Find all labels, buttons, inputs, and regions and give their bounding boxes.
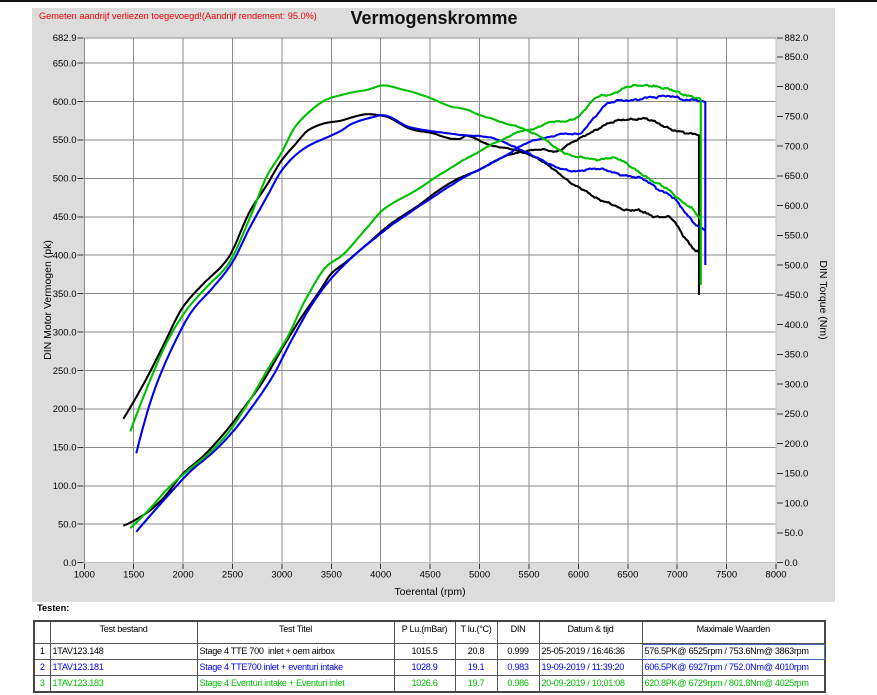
svg-text:550.0: 550.0 — [785, 231, 809, 242]
svg-text:700.0: 700.0 — [785, 141, 809, 152]
svg-text:450.0: 450.0 — [785, 290, 809, 301]
svg-text:0.0: 0.0 — [785, 558, 798, 569]
svg-text:550.0: 550.0 — [53, 135, 77, 146]
svg-text:2000: 2000 — [173, 570, 194, 581]
svg-text:8000: 8000 — [765, 570, 786, 581]
svg-text:350.0: 350.0 — [53, 289, 77, 300]
svg-text:7500: 7500 — [716, 570, 737, 581]
svg-text:850.0: 850.0 — [785, 52, 809, 63]
svg-text:400.0: 400.0 — [53, 251, 77, 262]
svg-text:250.0: 250.0 — [785, 409, 809, 420]
svg-text:350.0: 350.0 — [785, 350, 809, 361]
svg-text:0.0: 0.0 — [63, 558, 76, 569]
svg-text:650.0: 650.0 — [53, 58, 77, 69]
svg-text:150.0: 150.0 — [53, 443, 77, 454]
svg-text:4500: 4500 — [420, 570, 441, 581]
svg-text:1500: 1500 — [123, 570, 144, 581]
svg-text:882.0: 882.0 — [785, 33, 809, 44]
svg-text:100.0: 100.0 — [785, 498, 809, 509]
svg-text:Toerental (rpm): Toerental (rpm) — [394, 586, 465, 598]
svg-text:3000: 3000 — [271, 570, 292, 581]
svg-text:50.0: 50.0 — [785, 528, 804, 539]
svg-text:300.0: 300.0 — [53, 327, 77, 338]
svg-text:400.0: 400.0 — [785, 320, 809, 331]
svg-text:7000: 7000 — [667, 570, 688, 581]
svg-text:200.0: 200.0 — [53, 404, 77, 415]
svg-text:5000: 5000 — [469, 570, 490, 581]
svg-text:6000: 6000 — [568, 570, 589, 581]
svg-text:DIN Torque (Nm): DIN Torque (Nm) — [817, 260, 829, 339]
svg-text:6500: 6500 — [617, 570, 638, 581]
svg-text:100.0: 100.0 — [53, 481, 77, 492]
svg-text:650.0: 650.0 — [785, 171, 809, 182]
svg-text:DIN Motor Vermogen (pk): DIN Motor Vermogen (pk) — [42, 240, 54, 360]
svg-text:300.0: 300.0 — [785, 379, 809, 390]
svg-text:150.0: 150.0 — [785, 469, 809, 480]
svg-text:682.9: 682.9 — [53, 33, 77, 44]
svg-text:250.0: 250.0 — [53, 366, 77, 377]
svg-text:500.0: 500.0 — [785, 260, 809, 271]
svg-text:800.0: 800.0 — [785, 82, 809, 93]
svg-text:5500: 5500 — [518, 570, 539, 581]
svg-text:2500: 2500 — [222, 570, 243, 581]
svg-text:50.0: 50.0 — [58, 520, 77, 531]
svg-text:3500: 3500 — [321, 570, 342, 581]
svg-text:500.0: 500.0 — [53, 174, 77, 185]
svg-text:1000: 1000 — [74, 570, 95, 581]
svg-text:4000: 4000 — [370, 570, 391, 581]
svg-text:600.0: 600.0 — [785, 201, 809, 212]
svg-text:450.0: 450.0 — [53, 212, 77, 223]
svg-text:600.0: 600.0 — [53, 97, 77, 108]
svg-text:200.0: 200.0 — [785, 439, 809, 450]
svg-text:750.0: 750.0 — [785, 112, 809, 123]
